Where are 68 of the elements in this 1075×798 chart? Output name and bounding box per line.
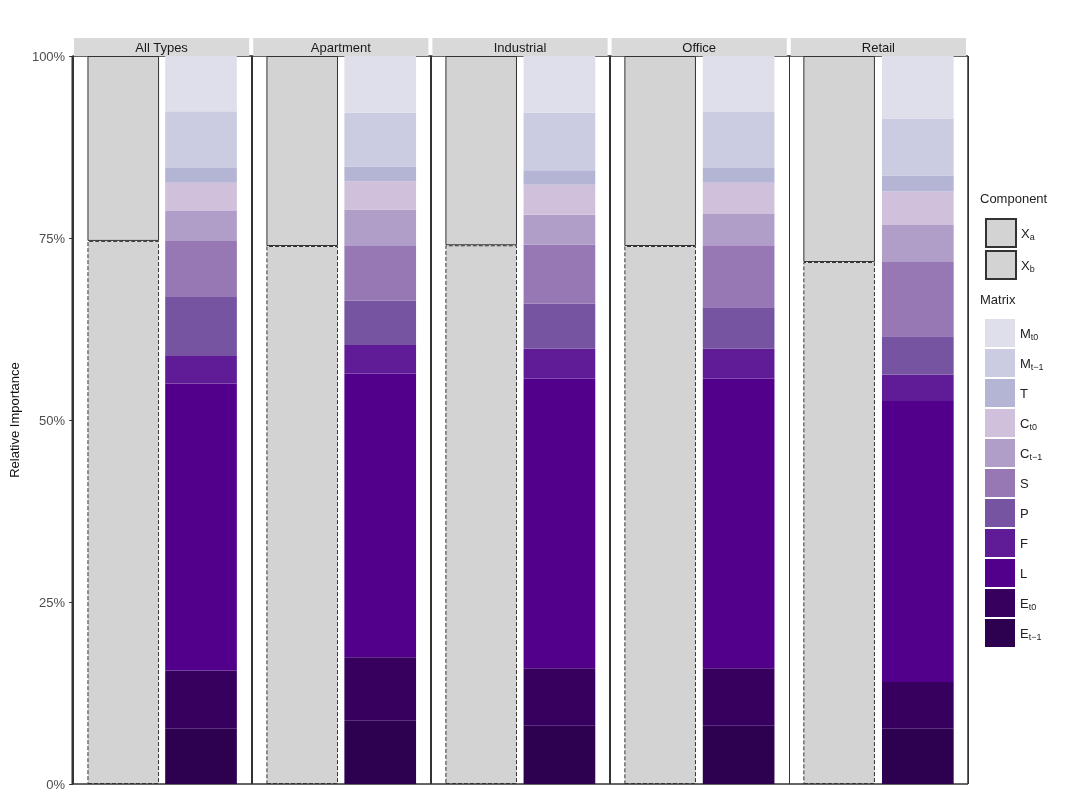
- bar: [702, 182, 775, 214]
- bar: [165, 355, 237, 384]
- bar: [523, 303, 596, 349]
- bar: [165, 296, 237, 356]
- bar: [881, 336, 954, 375]
- bar: [702, 725, 775, 784]
- y-tick-label: 75%: [39, 230, 66, 246]
- legend-label: P: [1020, 505, 1029, 521]
- x-tick-label: Apartment: [310, 39, 372, 55]
- bar: [881, 175, 954, 192]
- bar: [523, 170, 596, 185]
- bar: [344, 112, 417, 167]
- bar: [881, 262, 954, 337]
- bar: [344, 373, 417, 658]
- y-tick-label: 25%: [39, 594, 66, 610]
- bar: [165, 240, 237, 297]
- bar: [702, 378, 775, 669]
- x-tick-label: All Types: [135, 39, 189, 55]
- bar: [702, 213, 775, 246]
- bar: [523, 184, 596, 215]
- legend-title: Component: [980, 191, 1048, 206]
- bar: [702, 245, 775, 308]
- bar: [344, 345, 417, 374]
- bar: [523, 348, 596, 379]
- bar: [165, 111, 237, 169]
- bar: [523, 244, 596, 304]
- bar: [881, 118, 954, 176]
- bar: [344, 657, 417, 721]
- bar: [881, 682, 954, 729]
- bar: [344, 246, 417, 301]
- y-tick-label: 0%: [46, 776, 66, 792]
- bar: [881, 401, 954, 683]
- bar: [344, 181, 417, 210]
- bar: [344, 300, 417, 346]
- bar: [523, 378, 596, 669]
- bar: [523, 112, 596, 171]
- bar: [881, 728, 954, 784]
- legend-label: F: [1020, 535, 1028, 551]
- legend-label: L: [1020, 565, 1028, 581]
- bar: [702, 307, 775, 349]
- bar: [881, 374, 954, 402]
- legend-label: S: [1020, 475, 1029, 491]
- bar: [165, 211, 237, 241]
- bar: [344, 209, 417, 247]
- y-tick-label: 50%: [39, 412, 66, 428]
- x-tick-label: Retail: [861, 39, 896, 55]
- bar: [165, 728, 237, 784]
- bar: [702, 168, 775, 183]
- x-tick-label: Industrial: [493, 39, 547, 55]
- y-axis-title: Relative Importance: [7, 362, 22, 478]
- bar: [344, 720, 417, 784]
- legend-title: Matrix: [980, 292, 1016, 307]
- bar: [165, 670, 237, 729]
- bar: [344, 166, 417, 182]
- bar: [165, 168, 237, 183]
- legend-label: T: [1020, 385, 1028, 401]
- bar: [702, 348, 775, 379]
- bar: [523, 725, 596, 784]
- bar: [702, 668, 775, 726]
- y-tick-label: 100%: [31, 48, 66, 64]
- bar: [165, 383, 237, 671]
- bar: [881, 224, 954, 263]
- bar: [523, 668, 596, 726]
- bar: [165, 182, 237, 212]
- bar: [702, 112, 775, 169]
- bar: [881, 191, 954, 225]
- x-tick-label: Office: [682, 39, 717, 55]
- bar: [523, 214, 596, 245]
